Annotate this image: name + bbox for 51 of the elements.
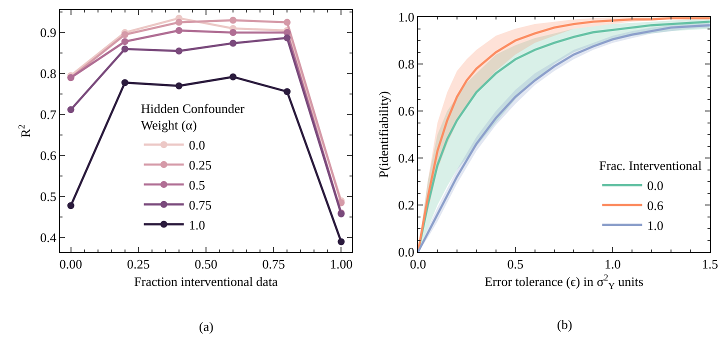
y-tick-label: 0.2 [398,198,414,213]
x-tick-label: 0.25 [127,256,150,272]
point [175,48,182,55]
point [175,27,182,34]
legend-title: Frac. Interventional [599,158,702,174]
x-axis-title: Fraction interventional data [134,274,278,290]
y-tick-label: 0.6 [40,148,57,164]
legend-label: 0.75 [188,197,212,212]
legend-label: 0.0 [188,138,206,153]
point [230,29,237,36]
point [284,34,291,42]
y-tick-label: 0.5 [40,189,56,204]
x-tick-label: 1.5 [702,256,718,272]
point [338,238,345,246]
point [175,18,182,26]
legend-title: Hidden Confounder Weight (α) [140,100,246,133]
y-tick-label: 0.4 [40,230,57,246]
point [121,45,128,52]
x-tick-label: 1.00 [330,256,353,272]
point [67,106,74,114]
x-tick-label: 0.50 [194,256,218,272]
point [230,73,237,80]
x-tick-label: 0.75 [262,256,285,272]
y-tick-label: 0.6 [398,104,415,119]
point [175,82,182,90]
point [230,16,237,24]
y-tick-label: 0.8 [40,66,56,82]
y-tick-label: 0.8 [398,56,414,72]
y-axis-title: P(identifiability) [376,91,392,178]
legend-label: 0.5 [188,178,206,193]
point [284,18,291,26]
point [121,38,128,46]
point [67,202,74,210]
legend-label: 1.0 [647,218,664,233]
x-tick-label: 0.5 [507,256,524,272]
text: (a) [199,319,214,334]
legend-label: 0.25 [188,158,212,173]
legend-label: 1.0 [188,217,206,232]
legend-label: 0.0 [647,178,664,194]
x-tick-label: 1.0 [604,256,621,272]
y-tick-label: 0.9 [40,25,56,40]
x-tick-label: 0.00 [59,256,82,272]
point [230,40,237,47]
legend-label: 0.6 [647,198,664,214]
y-tick-label: 0.7 [40,107,57,122]
point [284,88,291,96]
y-tick-label: 0.4 [398,150,415,166]
y-tick-label: 1.0 [398,10,414,25]
point [121,79,128,86]
x-axis-title: Error tolerance (ϵ) in σ$^{2}$$_{Y}$ units [484,272,644,291]
text: (b) [557,317,572,332]
